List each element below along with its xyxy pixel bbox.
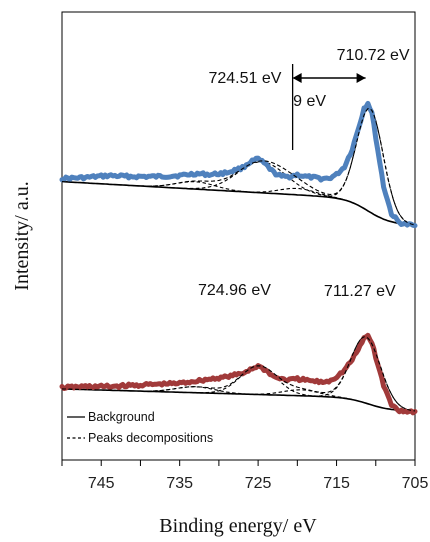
x-tick-label: 715 bbox=[323, 475, 350, 492]
x-tick-label: 705 bbox=[402, 475, 429, 492]
x-axis-title: Binding energy/ eV bbox=[159, 515, 317, 537]
peak-label-711-27: 711.27 eV bbox=[324, 283, 396, 300]
legend: Background Peaks decompositions bbox=[67, 410, 213, 445]
separation-label: 9 eV bbox=[293, 93, 326, 110]
plot-frame bbox=[61, 11, 416, 461]
x-ticks: 745 735 725 715 705 bbox=[61, 460, 429, 492]
annotations: 724.51 eV 710.72 eV 724.96 eV 711.27 eV 9 eV bbox=[198, 47, 410, 300]
x-tick-label: 745 bbox=[88, 475, 115, 492]
x-tick-label: 735 bbox=[166, 475, 193, 492]
fit-envelope bbox=[61, 107, 416, 226]
series-layer bbox=[59, 100, 418, 416]
peak-component bbox=[118, 386, 272, 396]
legend-label-background: Background bbox=[88, 410, 155, 424]
peak-component bbox=[226, 187, 369, 212]
peak-component bbox=[230, 389, 373, 406]
peak-label-710-72: 710.72 eV bbox=[337, 47, 410, 64]
arrowhead-right bbox=[356, 73, 366, 83]
peak-label-724-51: 724.51 eV bbox=[208, 70, 281, 87]
spectrum-top bbox=[59, 100, 418, 229]
peak-component bbox=[165, 161, 359, 206]
fit-envelope bbox=[61, 336, 416, 412]
peak-label-724-96: 724.96 eV bbox=[198, 282, 271, 299]
y-axis-title: Intensity/ a.u. bbox=[11, 181, 33, 290]
arrowhead-left bbox=[292, 73, 302, 83]
legend-label-peaks: Peaks decompositions bbox=[88, 431, 213, 445]
background-curve bbox=[61, 388, 416, 412]
spectrum-bottom bbox=[59, 332, 418, 416]
peak-component bbox=[316, 107, 416, 226]
x-tick-label: 725 bbox=[245, 475, 272, 492]
background-curve bbox=[61, 180, 416, 227]
